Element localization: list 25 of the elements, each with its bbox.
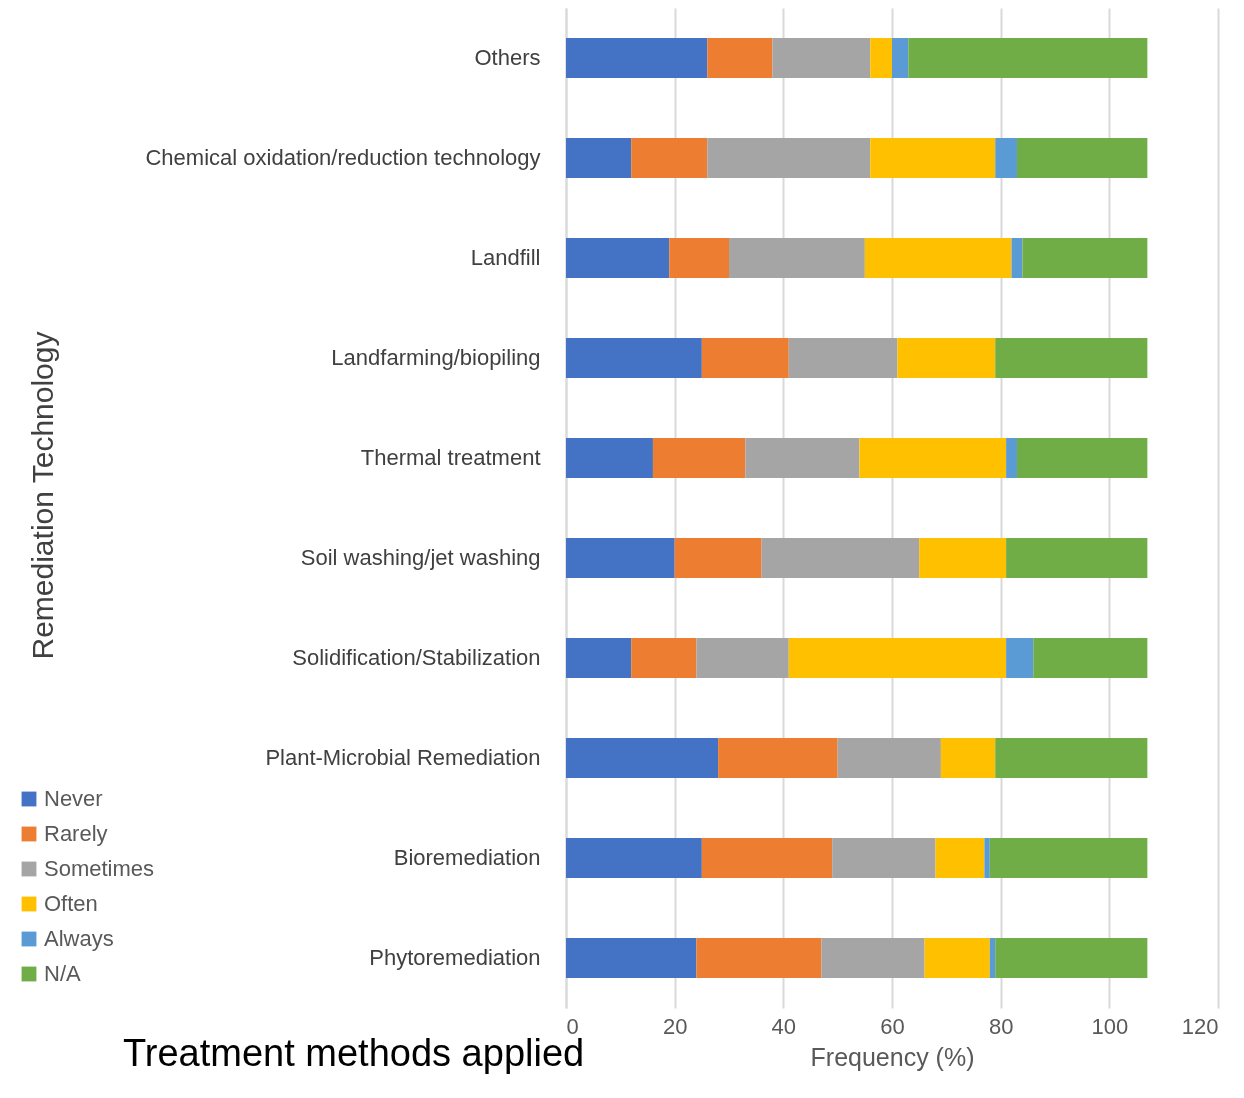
y-axis-title: Remediation Technology	[25, 331, 59, 660]
y-tick-label: Chemical oxidation/reduction technology	[145, 145, 541, 170]
x-tick-label: 120	[1181, 1013, 1219, 1039]
legend-label: Always	[44, 926, 114, 951]
x-tick-label: 0	[566, 1013, 579, 1039]
y-tick-label: Soil washing/jet washing	[300, 545, 541, 570]
y-tick-label: Bioremediation	[393, 845, 541, 870]
y-tick-label: Others	[474, 45, 541, 70]
legend-label: Rarely	[44, 821, 108, 846]
x-tick-label: 40	[771, 1013, 797, 1039]
legend-label: Sometimes	[44, 856, 155, 881]
x-axis-title: Frequency (%)	[810, 1042, 975, 1071]
x-tick-label: 20	[662, 1013, 688, 1039]
y-tick-label: Solidification/Stabilization	[292, 645, 541, 670]
y-tick-label: Phytoremediation	[369, 945, 541, 970]
y-tick-label: Thermal treatment	[360, 445, 541, 470]
legend-label: Never	[44, 786, 103, 811]
legend-label: Often	[44, 891, 98, 916]
y-tick-label: Landfill	[470, 245, 541, 270]
y-tick-label: Landfarming/biopiling	[331, 345, 541, 370]
x-tick-label: 80	[988, 1013, 1014, 1039]
legend-label: N/A	[44, 961, 81, 986]
x-tick-label: 60	[880, 1013, 905, 1039]
y-tick-label: Plant-Microbial Remediation	[265, 745, 541, 770]
x-tick-label: 100	[1091, 1013, 1129, 1039]
